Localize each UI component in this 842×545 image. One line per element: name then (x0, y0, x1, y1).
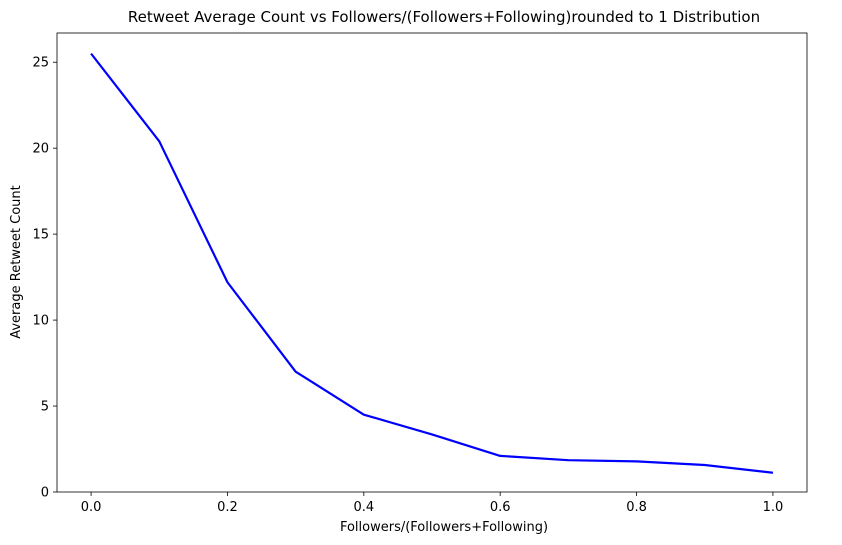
y-tick-label: 10 (32, 314, 49, 329)
series-line (90, 52, 774, 474)
x-axis-label: Followers/(Followers+Following) (340, 520, 548, 535)
y-tick-label: 5 (41, 400, 49, 415)
x-tick-label: 0.2 (217, 500, 238, 515)
x-tick-label: 0.8 (626, 500, 647, 515)
x-tick-label: 1.0 (763, 500, 784, 515)
plot-frame (56, 32, 808, 493)
x-tick-label: 0.6 (490, 500, 511, 515)
plot-area: 0.0 0.2 0.4 0.6 0.8 1.0 0 5 10 15 20 25 (32, 32, 808, 515)
y-tick-label: 15 (32, 228, 49, 243)
chart-title: Retweet Average Count vs Followers/(Foll… (128, 8, 760, 26)
y-tick-label: 20 (32, 142, 49, 157)
y-tick-label: 25 (32, 56, 49, 71)
y-axis-label: Average Retweet Count (9, 185, 24, 339)
x-tick-label: 0.0 (81, 500, 102, 515)
y-tick-label: 0 (41, 486, 49, 501)
x-tick-label: 0.4 (353, 500, 374, 515)
